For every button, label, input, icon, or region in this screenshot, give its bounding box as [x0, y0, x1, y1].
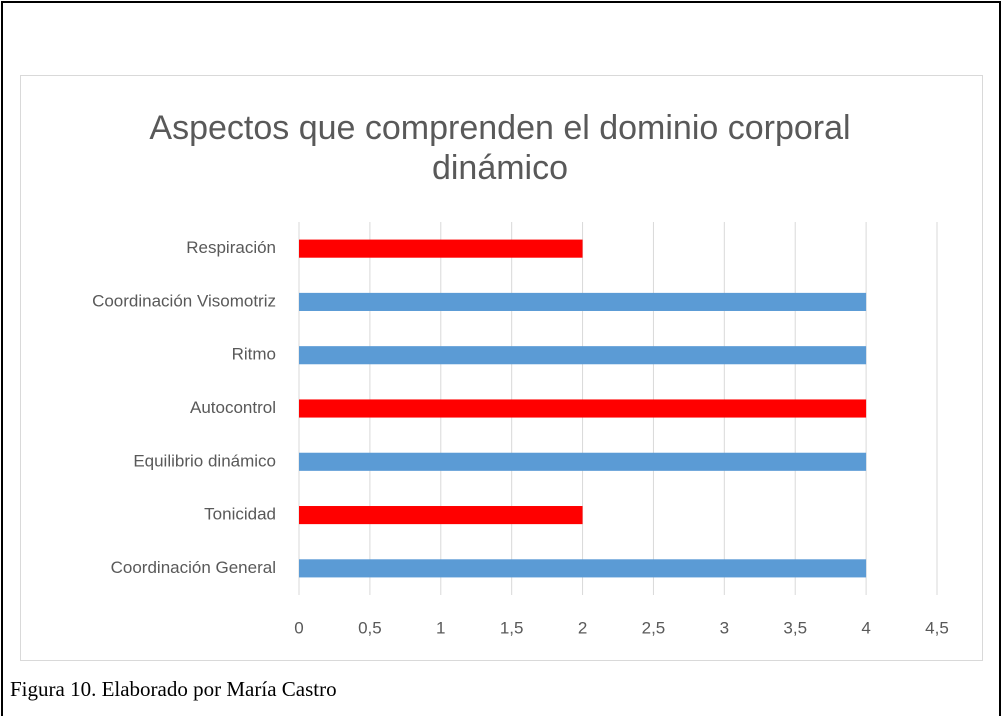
bar [299, 559, 867, 578]
x-tick-label: 2,5 [642, 618, 666, 637]
y-tick-label: Autocontrol [190, 398, 276, 417]
x-tick-label: 3,5 [783, 618, 807, 637]
chart-title: dinámico [432, 149, 568, 187]
x-tick-label: 3 [720, 618, 729, 637]
y-tick-label: Coordinación Visomotriz [92, 291, 276, 310]
x-tick-label: 1 [436, 618, 445, 637]
y-tick-label: Respiración [186, 238, 276, 257]
bar [299, 399, 867, 418]
chart-title: Aspectos que comprenden el dominio corpo… [149, 109, 850, 147]
x-tick-label: 2 [578, 618, 587, 637]
y-tick-label: Tonicidad [204, 505, 276, 524]
bar [299, 292, 867, 311]
x-tick-label: 0 [294, 618, 303, 637]
x-tick-label: 4 [861, 618, 870, 637]
x-tick-label: 4,5 [925, 618, 949, 637]
y-tick-label: Ritmo [232, 345, 276, 364]
bar [299, 506, 583, 525]
bar [299, 452, 867, 471]
y-tick-label: Coordinación General [111, 558, 276, 577]
x-tick-label: 0,5 [358, 618, 382, 637]
caption: Figura 10. Elaborado por María Castro [10, 677, 337, 701]
bar [299, 346, 867, 365]
x-tick-label: 1,5 [500, 618, 524, 637]
y-tick-label: Equilibrio dinámico [133, 451, 276, 470]
bar [299, 239, 583, 258]
